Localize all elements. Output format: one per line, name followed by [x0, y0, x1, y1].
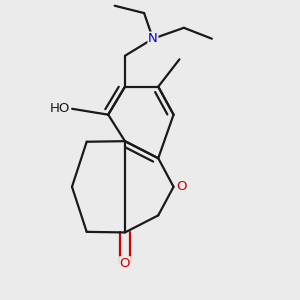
Text: N: N [148, 32, 158, 45]
Text: HO: HO [50, 102, 70, 115]
Text: O: O [120, 257, 130, 270]
Text: O: O [176, 180, 186, 193]
